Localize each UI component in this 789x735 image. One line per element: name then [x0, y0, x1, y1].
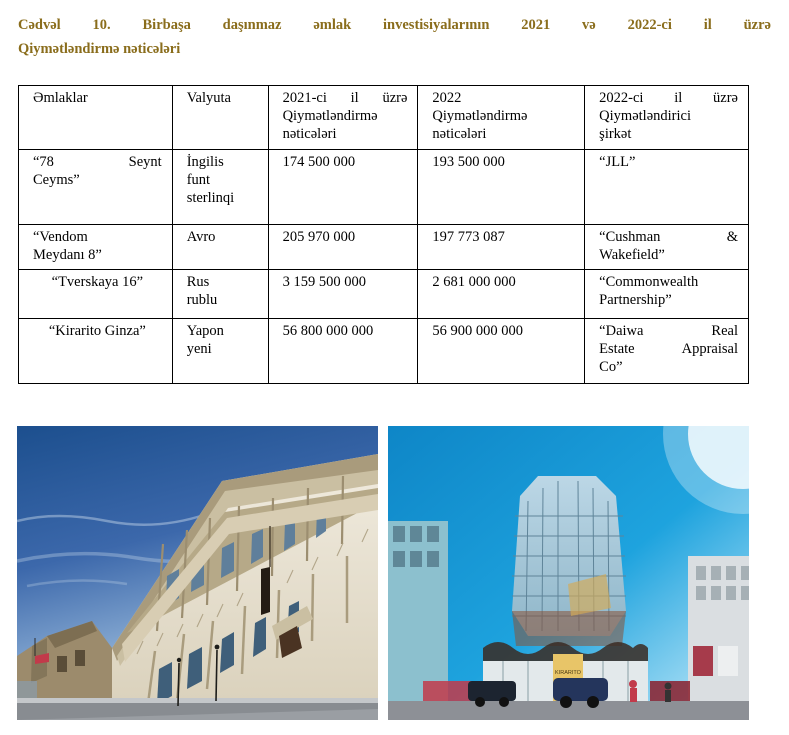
svg-text:KIRARITO: KIRARITO — [555, 670, 582, 676]
